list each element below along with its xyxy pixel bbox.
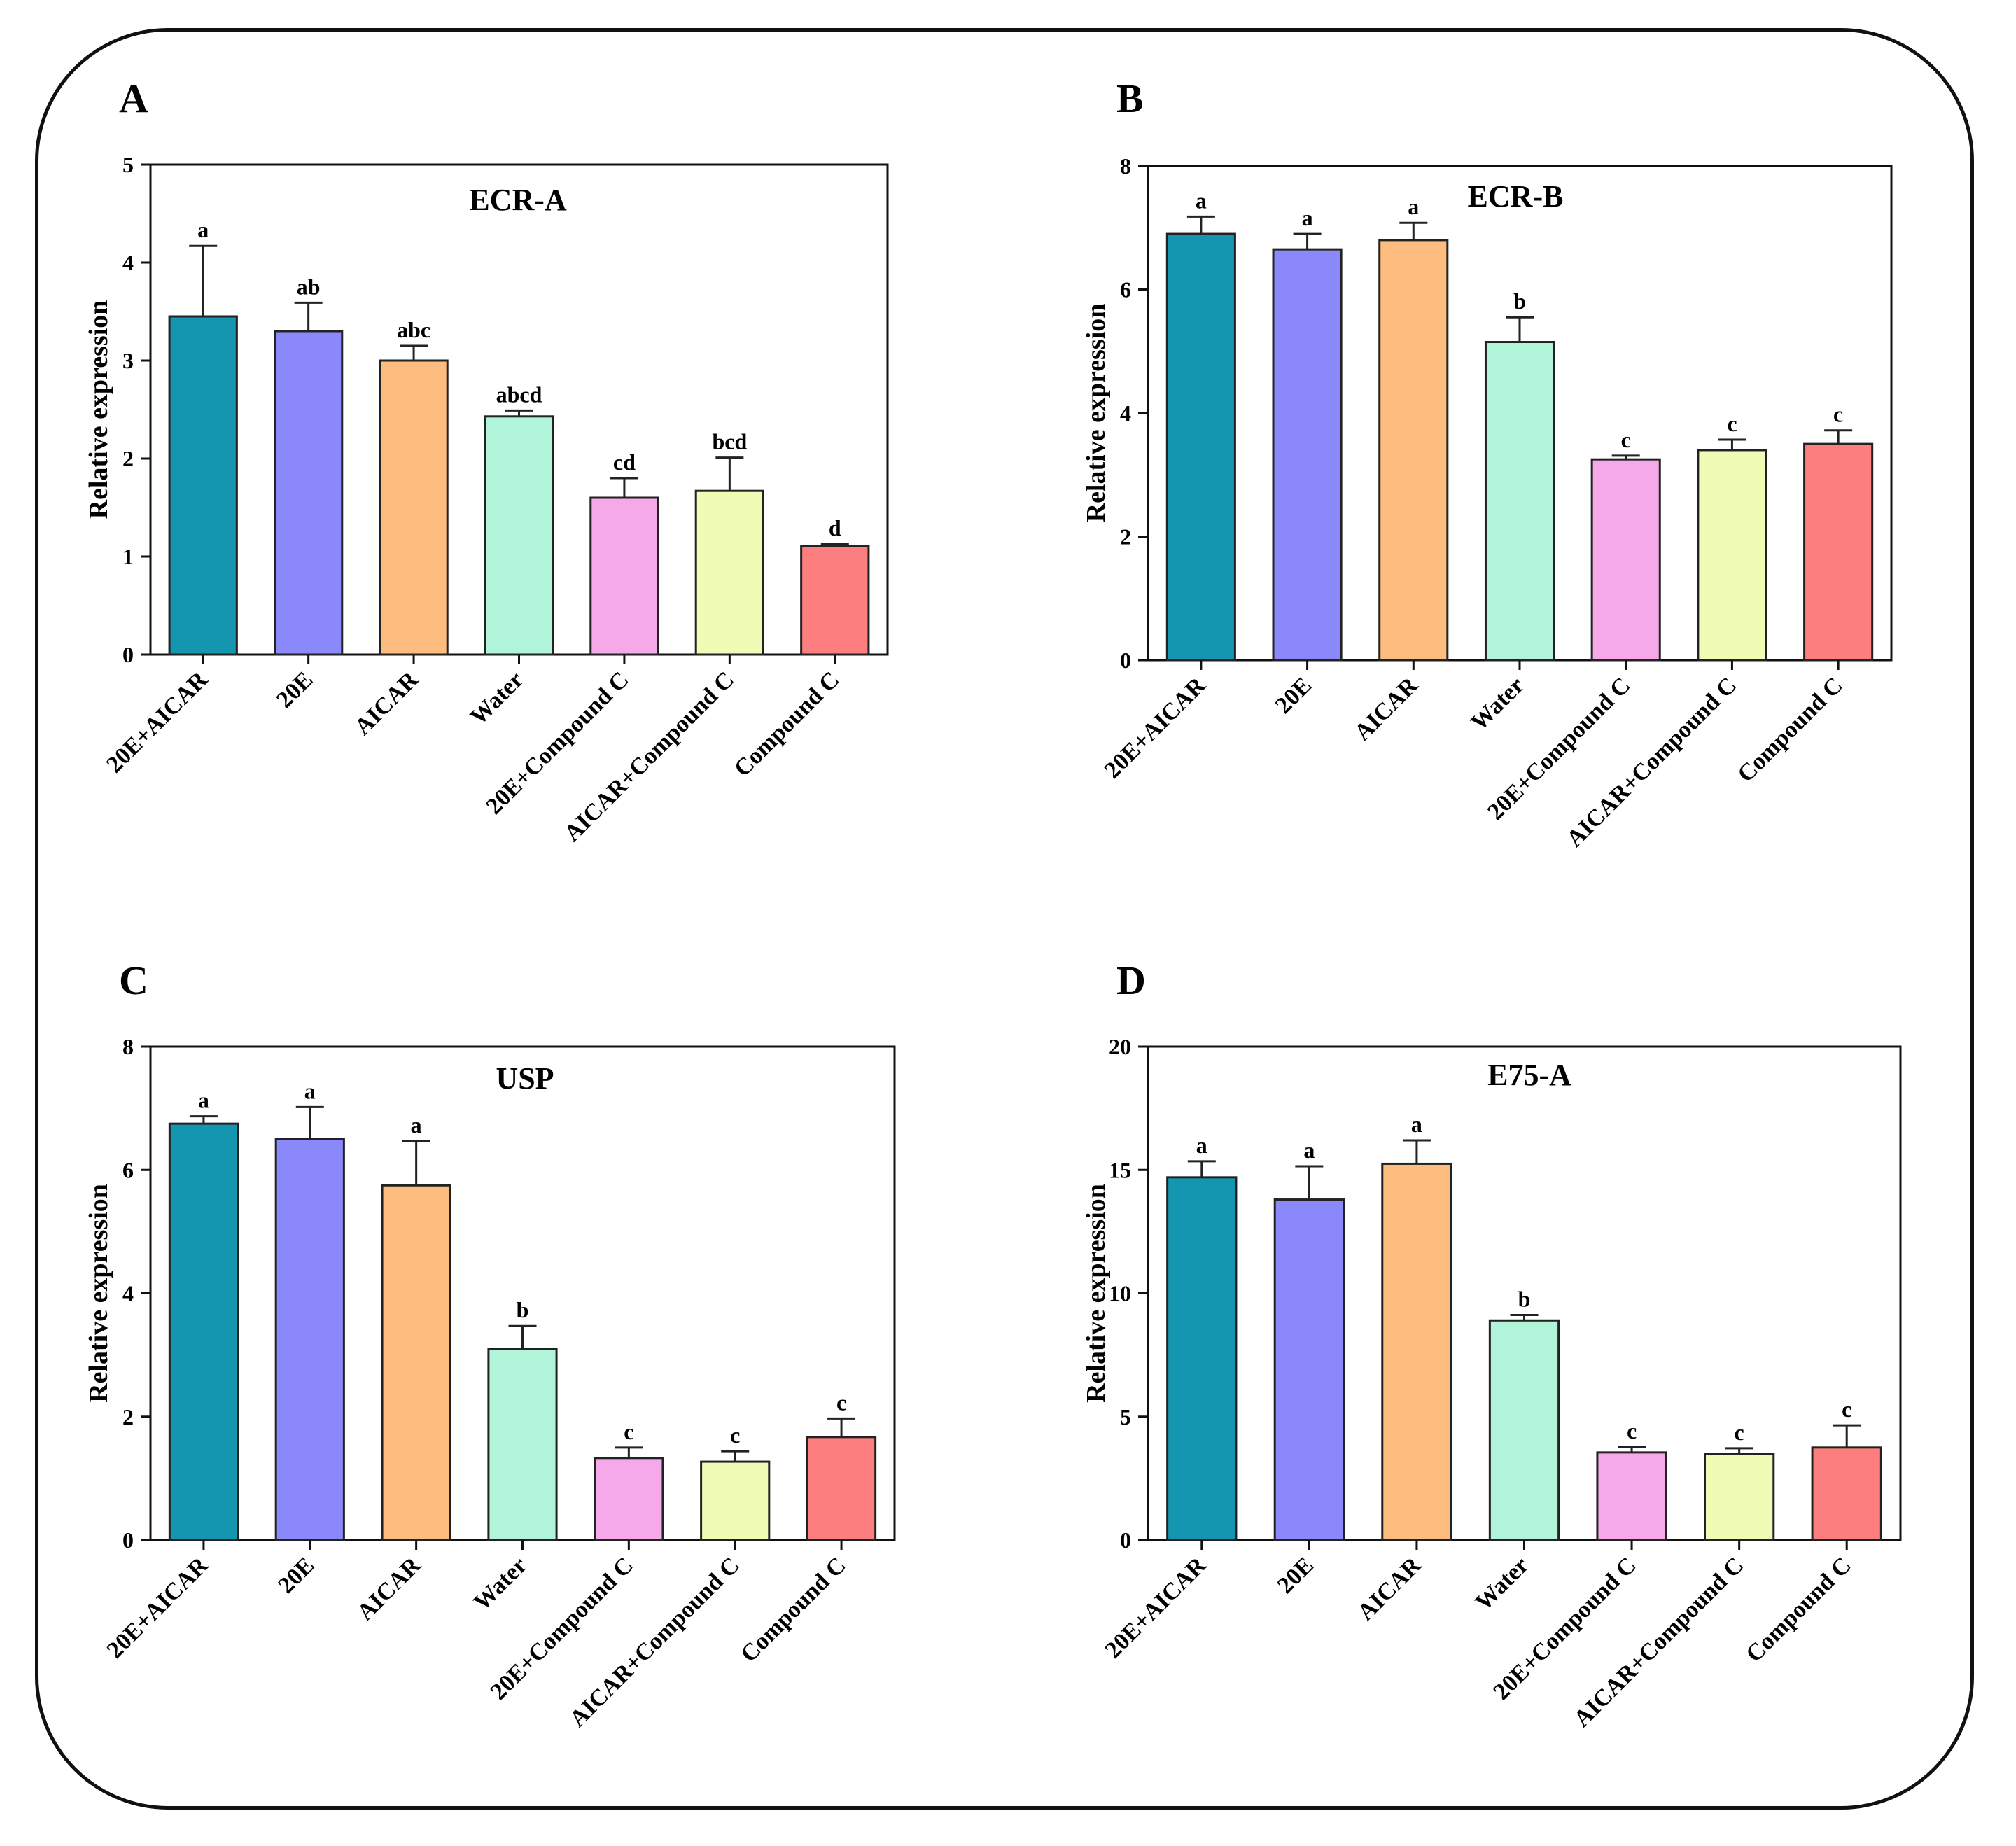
y-tick-label: 2 <box>1120 524 1131 550</box>
significance-letter: a <box>1196 1133 1208 1158</box>
chart-title: E75-A <box>1488 1058 1572 1092</box>
bar <box>1811 1446 1882 1541</box>
bar <box>484 415 554 656</box>
y-tick-label: 8 <box>122 1034 134 1059</box>
panel-letter: B <box>1116 76 1144 121</box>
bar <box>1381 1162 1452 1541</box>
bar <box>1704 1453 1775 1541</box>
y-tick-label: 2 <box>122 446 134 471</box>
significance-letter: abc <box>397 317 430 342</box>
significance-letter: c <box>1833 402 1843 427</box>
significance-letter: d <box>829 515 841 540</box>
y-tick-label: 6 <box>1120 277 1131 302</box>
significance-letter: c <box>1727 411 1737 436</box>
y-tick-label: 15 <box>1109 1157 1131 1182</box>
significance-letter: a <box>198 1088 209 1113</box>
significance-letter: a <box>1303 1138 1315 1163</box>
significance-letter: c <box>1627 1418 1637 1443</box>
y-axis-label: Relative expression <box>1082 304 1111 523</box>
y-tick-label: 1 <box>122 544 134 569</box>
figure-frame <box>35 28 1974 1810</box>
y-tick-label: 20 <box>1109 1034 1131 1059</box>
significance-letter: bcd <box>712 429 747 454</box>
bar <box>594 1457 664 1541</box>
bar <box>589 496 659 656</box>
y-axis-label: Relative expression <box>1082 1184 1111 1403</box>
y-tick-label: 4 <box>122 250 134 275</box>
significance-letter: b <box>1518 1287 1531 1312</box>
bar <box>1590 458 1661 662</box>
significance-letter: c <box>836 1390 846 1415</box>
y-axis-label: Relative expression <box>84 300 113 519</box>
y-tick-label: 0 <box>122 642 134 667</box>
significance-letter: c <box>730 1422 740 1448</box>
bar <box>168 1122 239 1541</box>
significance-letter: a <box>411 1112 422 1138</box>
significance-letter: c <box>1842 1397 1851 1422</box>
significance-letter: c <box>624 1419 634 1444</box>
y-tick-label: 0 <box>1120 1527 1131 1553</box>
y-tick-label: 0 <box>1120 648 1131 673</box>
significance-letter: a <box>1411 1112 1422 1137</box>
y-tick-label: 3 <box>122 348 134 373</box>
bar <box>694 489 764 656</box>
y-tick-label: 0 <box>122 1527 134 1553</box>
significance-letter: a <box>1408 194 1419 219</box>
y-tick-label: 6 <box>122 1157 134 1182</box>
bar <box>487 1348 558 1541</box>
significance-letter: a <box>1196 188 1207 213</box>
bar <box>806 1436 877 1541</box>
bar <box>379 359 449 656</box>
chart-title: ECR-A <box>469 183 567 217</box>
significance-letter: ab <box>297 274 321 299</box>
bar <box>1166 232 1236 662</box>
y-tick-label: 2 <box>122 1404 134 1429</box>
significance-letter: c <box>1735 1420 1744 1445</box>
significance-letter: a <box>304 1078 316 1103</box>
significance-letter: a <box>197 217 209 242</box>
bar <box>274 330 344 656</box>
significance-letter: b <box>1513 288 1526 314</box>
significance-letter: a <box>1302 205 1313 230</box>
chart-title: ECR-B <box>1468 179 1564 214</box>
chart-title: USP <box>496 1061 554 1096</box>
significance-letter: cd <box>613 449 636 475</box>
significance-letter: abcd <box>496 382 542 407</box>
y-axis-label: Relative expression <box>84 1184 113 1403</box>
panel-letter: C <box>119 958 148 1003</box>
y-tick-label: 4 <box>1120 400 1131 426</box>
bar <box>1484 341 1555 662</box>
significance-letter: c <box>1621 427 1631 452</box>
y-tick-label: 5 <box>1120 1404 1131 1429</box>
significance-letter: b <box>517 1297 529 1322</box>
y-tick-label: 8 <box>1120 153 1131 179</box>
y-tick-label: 4 <box>122 1281 134 1306</box>
panel-letter: D <box>1116 958 1146 1003</box>
y-tick-label: 10 <box>1109 1281 1131 1306</box>
bar <box>381 1184 451 1541</box>
